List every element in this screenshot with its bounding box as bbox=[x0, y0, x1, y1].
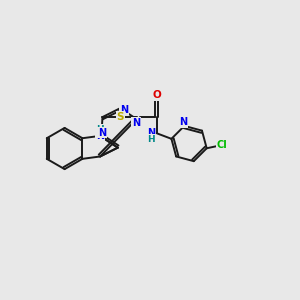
Text: H: H bbox=[148, 135, 155, 144]
Text: N: N bbox=[147, 128, 155, 138]
Text: Cl: Cl bbox=[217, 140, 227, 150]
Text: N: N bbox=[120, 105, 128, 115]
Text: N: N bbox=[132, 118, 140, 128]
Text: S: S bbox=[116, 112, 124, 122]
Text: N: N bbox=[96, 131, 104, 141]
Text: O: O bbox=[152, 90, 161, 100]
Text: H: H bbox=[96, 125, 104, 134]
Text: N: N bbox=[98, 128, 106, 138]
Text: N: N bbox=[179, 117, 187, 127]
